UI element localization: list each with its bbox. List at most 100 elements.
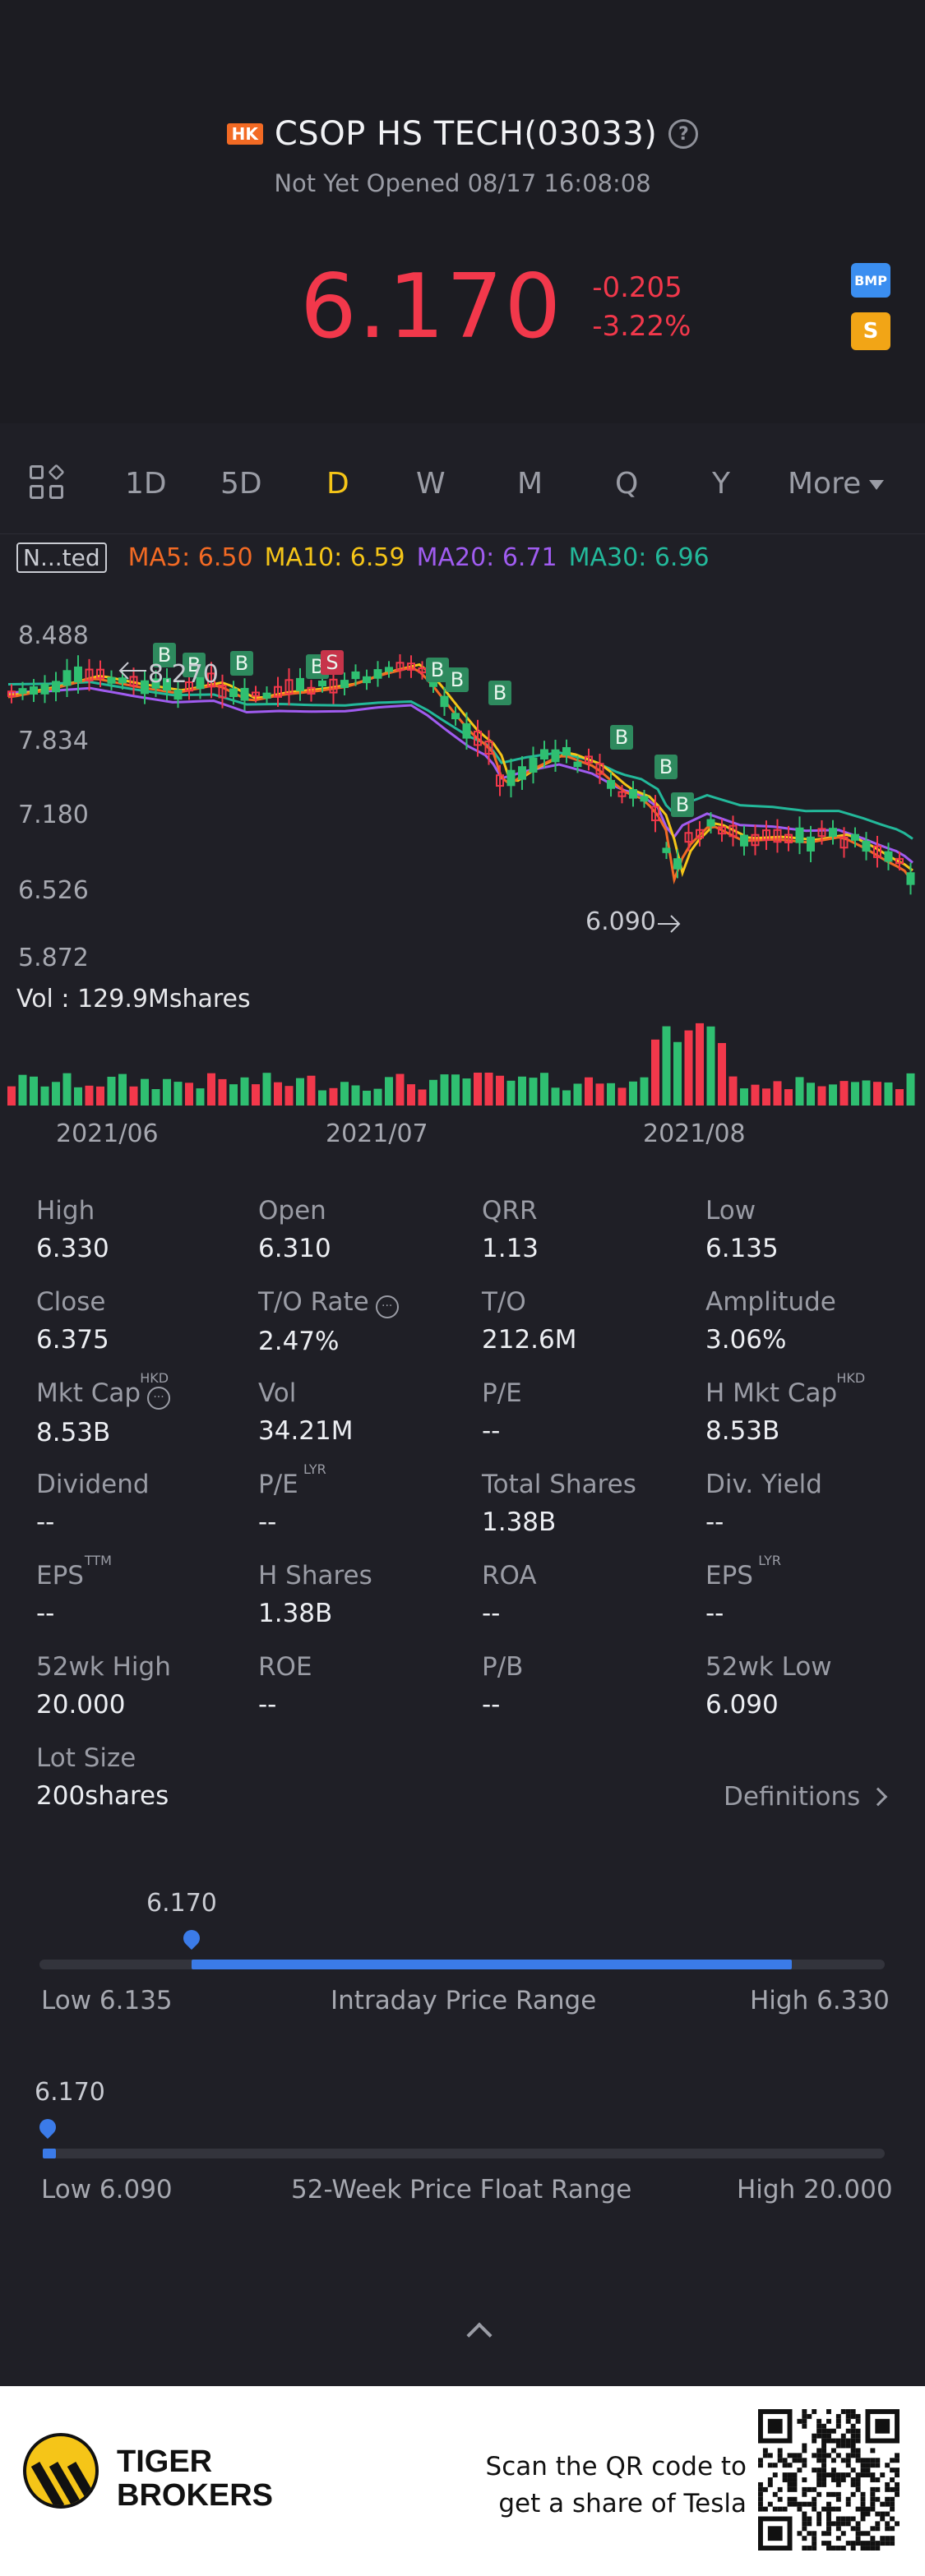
volume-bar	[318, 1090, 326, 1106]
tab-5d[interactable]: 5D	[220, 467, 262, 501]
qr-module	[758, 2486, 763, 2492]
tab-d[interactable]: D	[326, 467, 349, 501]
tab-m[interactable]: M	[517, 467, 543, 501]
qr-module	[850, 2413, 856, 2419]
candle-body	[451, 713, 460, 720]
qr-module	[802, 2413, 807, 2419]
candle-body	[817, 828, 826, 838]
candle-body	[407, 662, 415, 671]
qr-module	[860, 2506, 866, 2512]
y-tick-1: 8.488	[18, 621, 89, 650]
qr-module	[845, 2463, 851, 2468]
more-info-icon[interactable]: ···	[375, 1295, 399, 1318]
stat-value: --	[482, 1599, 501, 1628]
qr-module	[895, 2472, 900, 2478]
candle-body	[385, 667, 393, 672]
trade-mark-label: B	[615, 726, 628, 749]
qr-module	[855, 2448, 861, 2454]
volume-bar	[673, 1041, 682, 1106]
candle-body	[185, 681, 193, 692]
qr-module	[845, 2516, 851, 2522]
definitions-link[interactable]: Definitions	[724, 1782, 888, 1812]
tab-q[interactable]: Q	[615, 467, 639, 501]
qr-module	[782, 2506, 788, 2512]
qr-module	[812, 2501, 817, 2507]
qr-code-icon[interactable]	[758, 2409, 900, 2551]
qr-module	[826, 2418, 831, 2424]
help-icon[interactable]: ?	[668, 119, 699, 149]
volume-bar	[640, 1077, 649, 1106]
qr-module	[797, 2468, 802, 2473]
qr-module	[850, 2443, 856, 2449]
qr-module	[845, 2428, 851, 2434]
stat-div-yield: Div. Yield --	[705, 1470, 919, 1537]
qr-module	[816, 2433, 822, 2439]
qr-module	[850, 2428, 856, 2434]
qr-module	[812, 2546, 817, 2551]
qr-module	[816, 2423, 822, 2429]
qr-module	[802, 2486, 807, 2492]
stat-value: 20.000	[36, 1690, 126, 1720]
title-row: HK CSOP HS TECH(03033) ?	[0, 115, 925, 153]
volume-bar	[363, 1090, 371, 1106]
qr-module	[797, 2531, 802, 2537]
stat-value: 8.53B	[705, 1416, 780, 1446]
qr-module	[826, 2491, 831, 2497]
grid-icon[interactable]	[30, 464, 65, 500]
stat-mkt-cap: Mkt Cap HKD ··· 8.53B	[36, 1370, 250, 1447]
qr-module	[845, 2413, 851, 2419]
x-tick-1: 2021/06	[56, 1119, 159, 1148]
qr-module	[840, 2516, 846, 2522]
candle-body	[673, 858, 682, 870]
qr-module	[850, 2516, 856, 2522]
candle-body	[62, 670, 72, 686]
candle-body	[318, 680, 326, 687]
collapse-chevron-up-icon[interactable]	[466, 2322, 493, 2348]
candle-body	[496, 774, 504, 787]
qr-module	[895, 2468, 900, 2473]
volume-bar	[418, 1089, 427, 1106]
s-badge[interactable]: S	[851, 312, 890, 350]
more-info-icon[interactable]: ···	[147, 1386, 171, 1410]
stat-value: --	[258, 1507, 277, 1537]
volume-bar	[506, 1080, 516, 1106]
qr-module	[860, 2472, 866, 2478]
qr-module	[855, 2472, 861, 2478]
stat-value: 1.38B	[482, 1507, 557, 1537]
candle-body	[462, 722, 471, 739]
volume-bar	[163, 1078, 171, 1106]
stat-value: 3.06%	[705, 1325, 787, 1355]
price-row: 6.170 -0.205 -3.22%	[300, 263, 691, 352]
week52-high: High 20.000	[737, 2175, 893, 2204]
stat-label: ROE	[258, 1652, 312, 1682]
qr-module	[772, 2506, 778, 2512]
qr-module	[835, 2423, 841, 2429]
qr-module	[855, 2521, 861, 2527]
more-dropdown[interactable]: More	[788, 467, 885, 501]
qr-module	[850, 2477, 856, 2482]
tab-w[interactable]: W	[416, 467, 446, 501]
stat-label: Low	[705, 1196, 756, 1226]
qr-module	[802, 2418, 807, 2424]
volume-bar	[62, 1073, 72, 1106]
qr-module	[890, 2541, 895, 2546]
stat-unit-superscript: TTM	[84, 1553, 112, 1568]
volume-bar	[662, 1026, 671, 1106]
candle-body	[851, 833, 859, 841]
indicator-toggle[interactable]: N...ted	[16, 542, 107, 573]
bmp-badge[interactable]: BMP	[851, 263, 890, 298]
qr-module	[758, 2463, 763, 2468]
tab-y[interactable]: Y	[712, 467, 730, 501]
volume-label: Vol : 129.9Mshares	[16, 985, 251, 1013]
tab-1d[interactable]: 1D	[125, 467, 167, 501]
qr-module	[875, 2526, 881, 2532]
qr-module	[890, 2526, 895, 2532]
qr-module	[802, 2463, 807, 2468]
qr-module	[821, 2453, 827, 2458]
more-label: More	[788, 467, 862, 501]
qr-module	[777, 2506, 783, 2512]
qr-module	[821, 2468, 827, 2473]
volume-bar	[262, 1073, 271, 1106]
qr-module	[787, 2501, 793, 2507]
